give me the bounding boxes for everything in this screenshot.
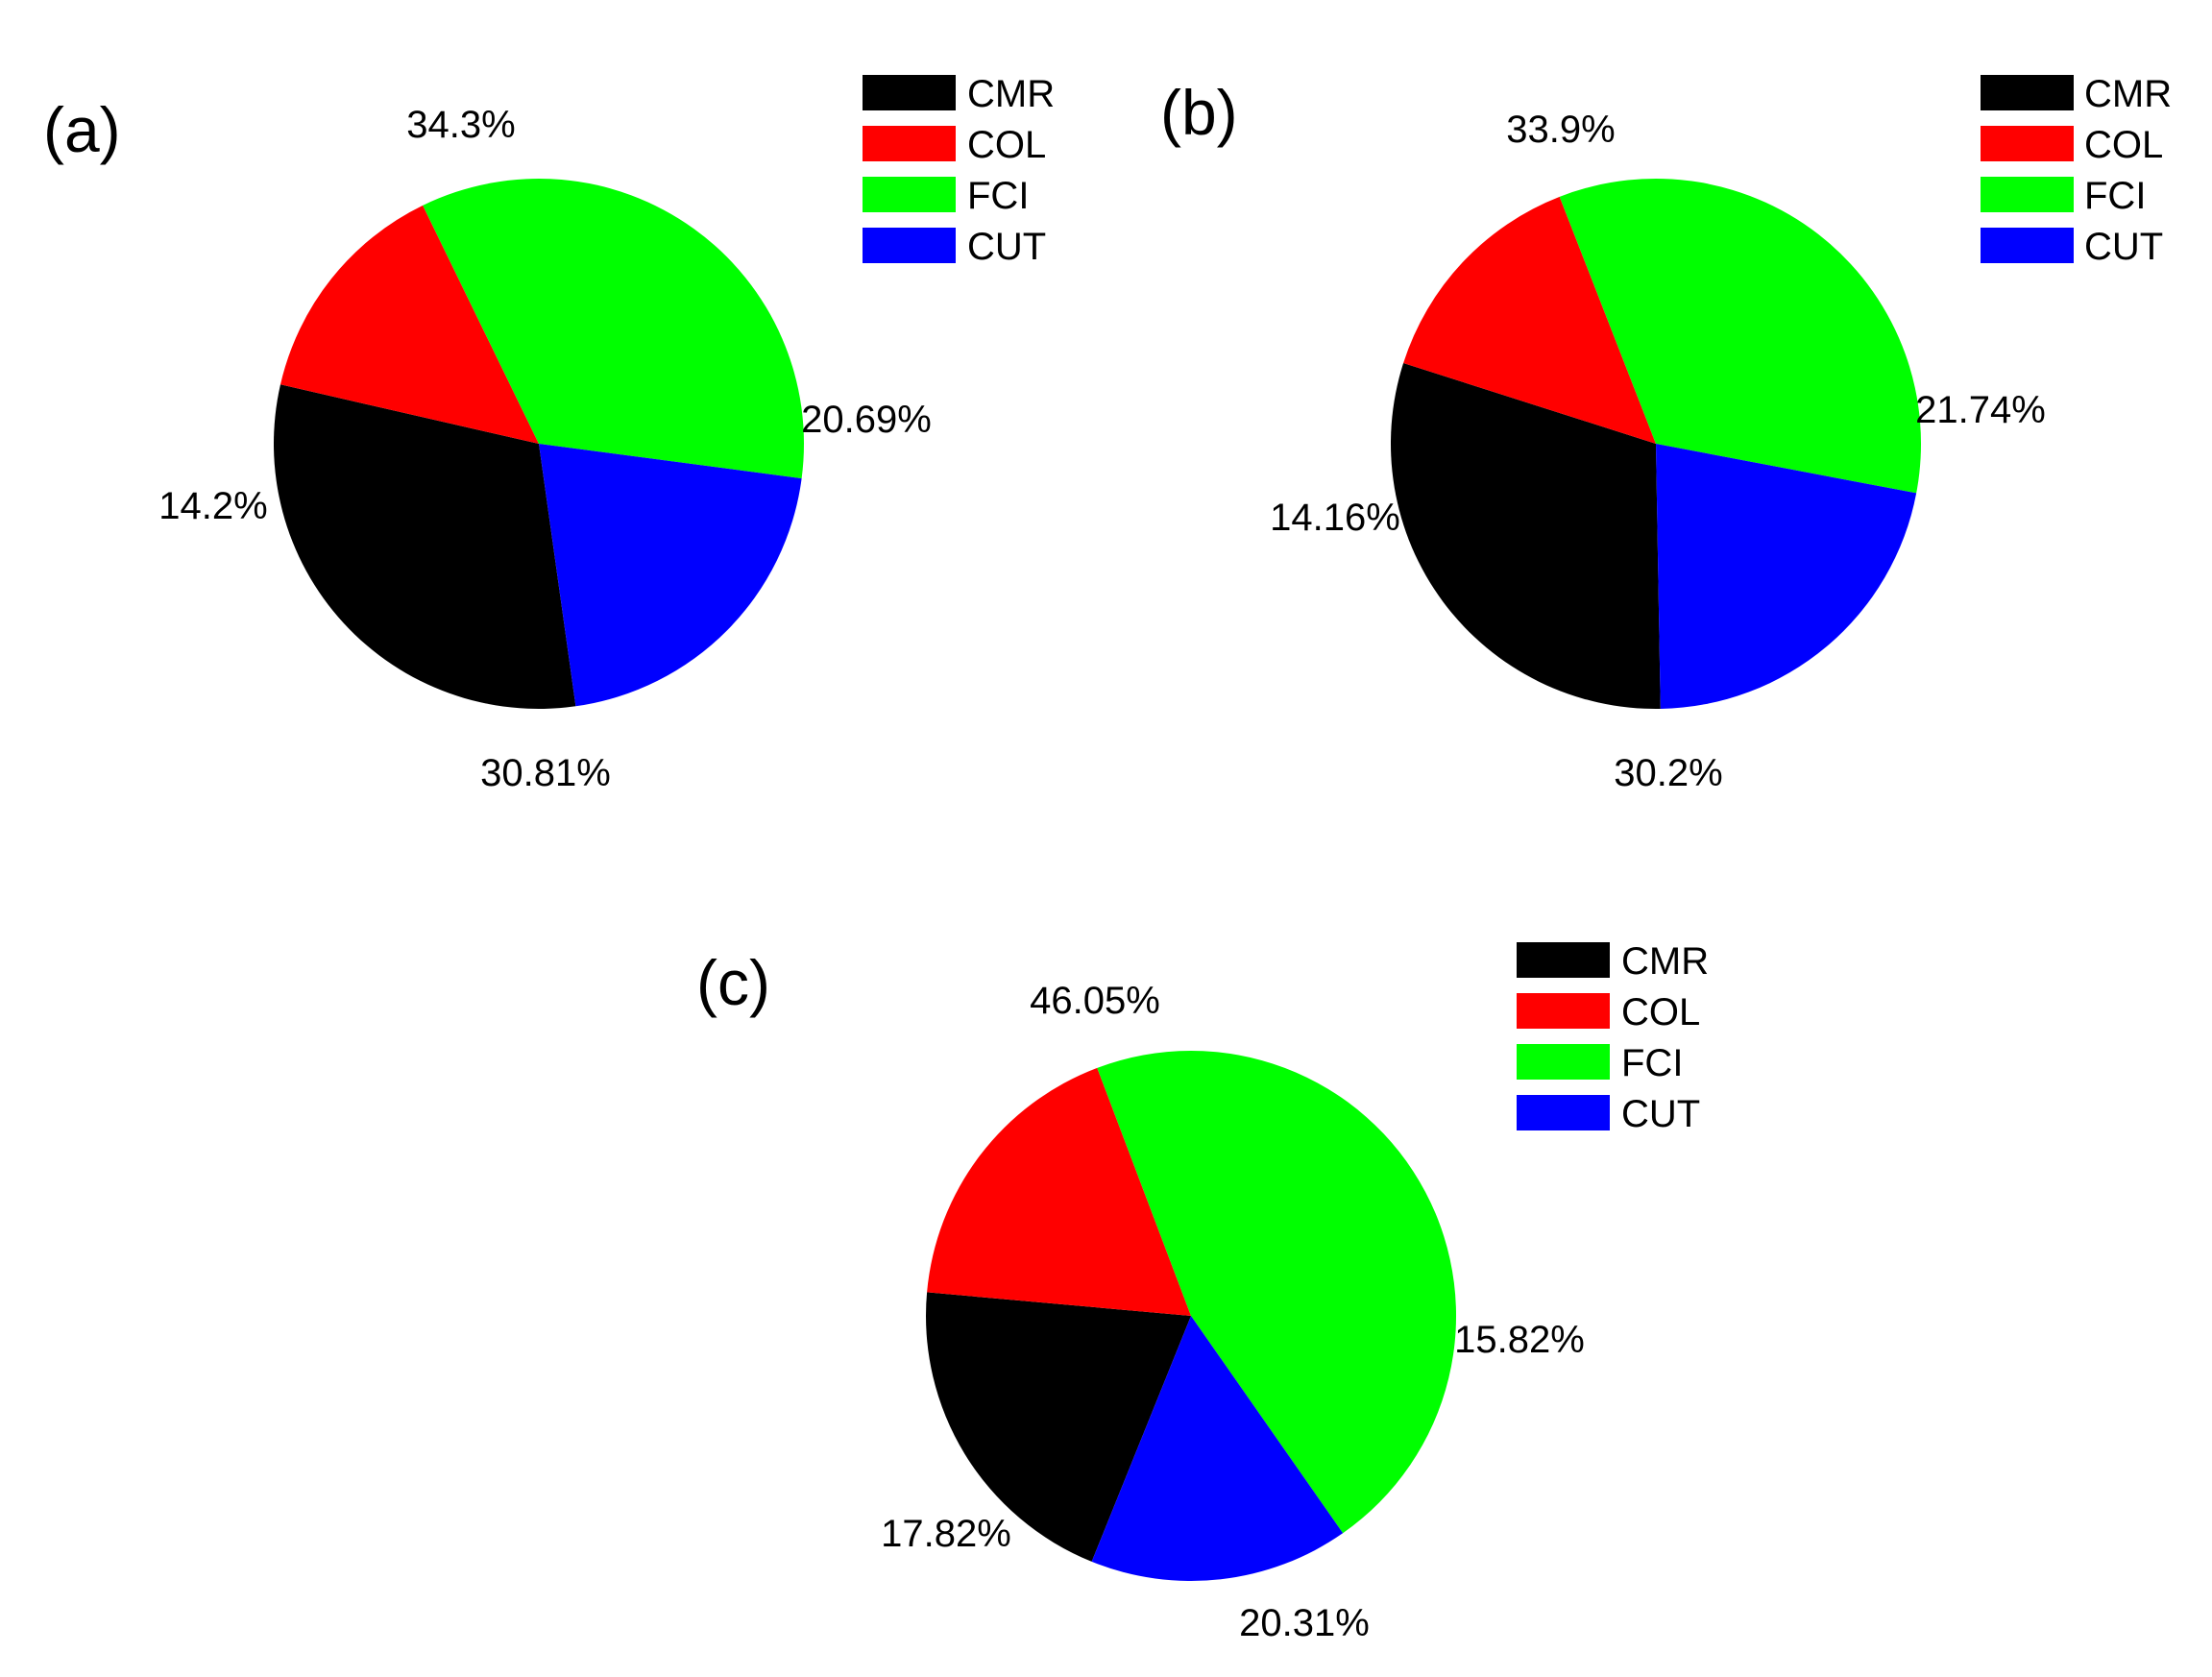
panel-a-label: (a) — [43, 94, 121, 165]
panel-c-label: (c) — [696, 947, 770, 1018]
panel-b-legend-cmr: CMR — [2084, 73, 2172, 115]
panel-a-label-cmr: 30.81% — [480, 752, 611, 794]
panel-c: (c) 20.31% 17.82% 46.05% 15.82% CMR COL … — [696, 940, 1709, 1644]
panel-a-slice-cmr — [273, 384, 576, 709]
panel-b-slice-labels: 30.2% 14.16% 33.9% 21.74% — [1270, 109, 2046, 794]
panel-b-label-col: 14.16% — [1270, 497, 1400, 539]
panel-c-legend-cmr: CMR — [1621, 940, 1709, 983]
panel-c-legend-swatch-fci — [1517, 1044, 1610, 1080]
panel-a-legend-swatch-cmr — [863, 75, 956, 110]
panel-a-slice-fci — [423, 179, 805, 479]
panel-b-legend-col: COL — [2084, 124, 2163, 166]
panel-a-label-fci: 34.3% — [406, 104, 515, 146]
panel-a-slice-labels: 30.81% 14.2% 34.3% 20.69% — [158, 104, 932, 794]
panel-b-legend-swatch-cmr — [1981, 75, 2074, 110]
panel-c-label-fci: 46.05% — [1030, 980, 1160, 1022]
panel-c-legend-fci: FCI — [1621, 1042, 1683, 1084]
panel-b-legend-cut: CUT — [2084, 226, 2163, 268]
panel-c-legend-swatch-col — [1517, 993, 1610, 1029]
panel-b-label-cut: 21.74% — [1915, 389, 2046, 431]
panel-b-label: (b) — [1160, 77, 1238, 148]
panel-a-legend-fci: FCI — [967, 175, 1029, 217]
panel-b-slice-cmr — [1390, 363, 1661, 710]
panel-c-label-col: 17.82% — [881, 1513, 1011, 1555]
panel-c-slice-col — [927, 1067, 1191, 1316]
panel-c-legend-swatch-cut — [1517, 1095, 1610, 1130]
panel-a-legend: CMR COL FCI CUT — [863, 73, 1055, 268]
panel-b-label-cmr: 30.2% — [1614, 752, 1722, 794]
panel-a-slice-col — [280, 205, 539, 444]
panel-b-legend-fci: FCI — [2084, 175, 2146, 217]
panel-a-legend-col: COL — [967, 124, 1046, 166]
panel-c-legend-cut: CUT — [1621, 1093, 1700, 1135]
panel-c-legend-col: COL — [1621, 991, 1700, 1033]
panel-b-legend-swatch-fci — [1981, 177, 2074, 212]
panel-a-label-cut: 20.69% — [801, 399, 932, 441]
panel-a: (a) 30.81% 14.2% 34.3% 20.69% CMR COL FC… — [43, 73, 1055, 794]
panel-a-legend-swatch-cut — [863, 228, 956, 263]
panel-a-label-col: 14.2% — [158, 485, 267, 527]
panel-c-slices — [926, 1050, 1457, 1581]
panel-c-slice-fci — [1097, 1050, 1457, 1534]
panel-c-legend-swatch-cmr — [1517, 942, 1610, 978]
panel-a-legend-swatch-col — [863, 126, 956, 161]
panel-a-legend-swatch-fci — [863, 177, 956, 212]
panel-c-label-cmr: 20.31% — [1239, 1602, 1370, 1644]
panel-b-slices — [1390, 178, 1922, 710]
panel-b-slice-col — [1403, 196, 1656, 445]
panel-b-label-fci: 33.9% — [1506, 109, 1615, 151]
panel-a-legend-cut: CUT — [967, 226, 1046, 268]
panel-c-label-cut: 15.82% — [1454, 1319, 1585, 1361]
panel-b-legend-swatch-col — [1981, 126, 2074, 161]
panel-c-slice-cmr — [926, 1292, 1191, 1562]
panel-a-slices — [273, 179, 805, 709]
panel-c-slice-cut — [1091, 1316, 1344, 1581]
panel-b: (b) 30.2% 14.16% 33.9% 21.74% CMR COL FC… — [1160, 73, 2172, 794]
panel-c-slice-labels: 20.31% 17.82% 46.05% 15.82% — [881, 980, 1585, 1644]
panel-b-slice-fci — [1559, 178, 1922, 494]
panel-b-legend-swatch-cut — [1981, 228, 2074, 263]
panel-b-slice-cut — [1656, 444, 1917, 709]
panel-c-legend: CMR COL FCI CUT — [1517, 940, 1709, 1135]
panel-b-legend: CMR COL FCI CUT — [1981, 73, 2172, 268]
panel-a-legend-cmr: CMR — [967, 73, 1055, 115]
panel-a-slice-cut — [539, 444, 802, 707]
